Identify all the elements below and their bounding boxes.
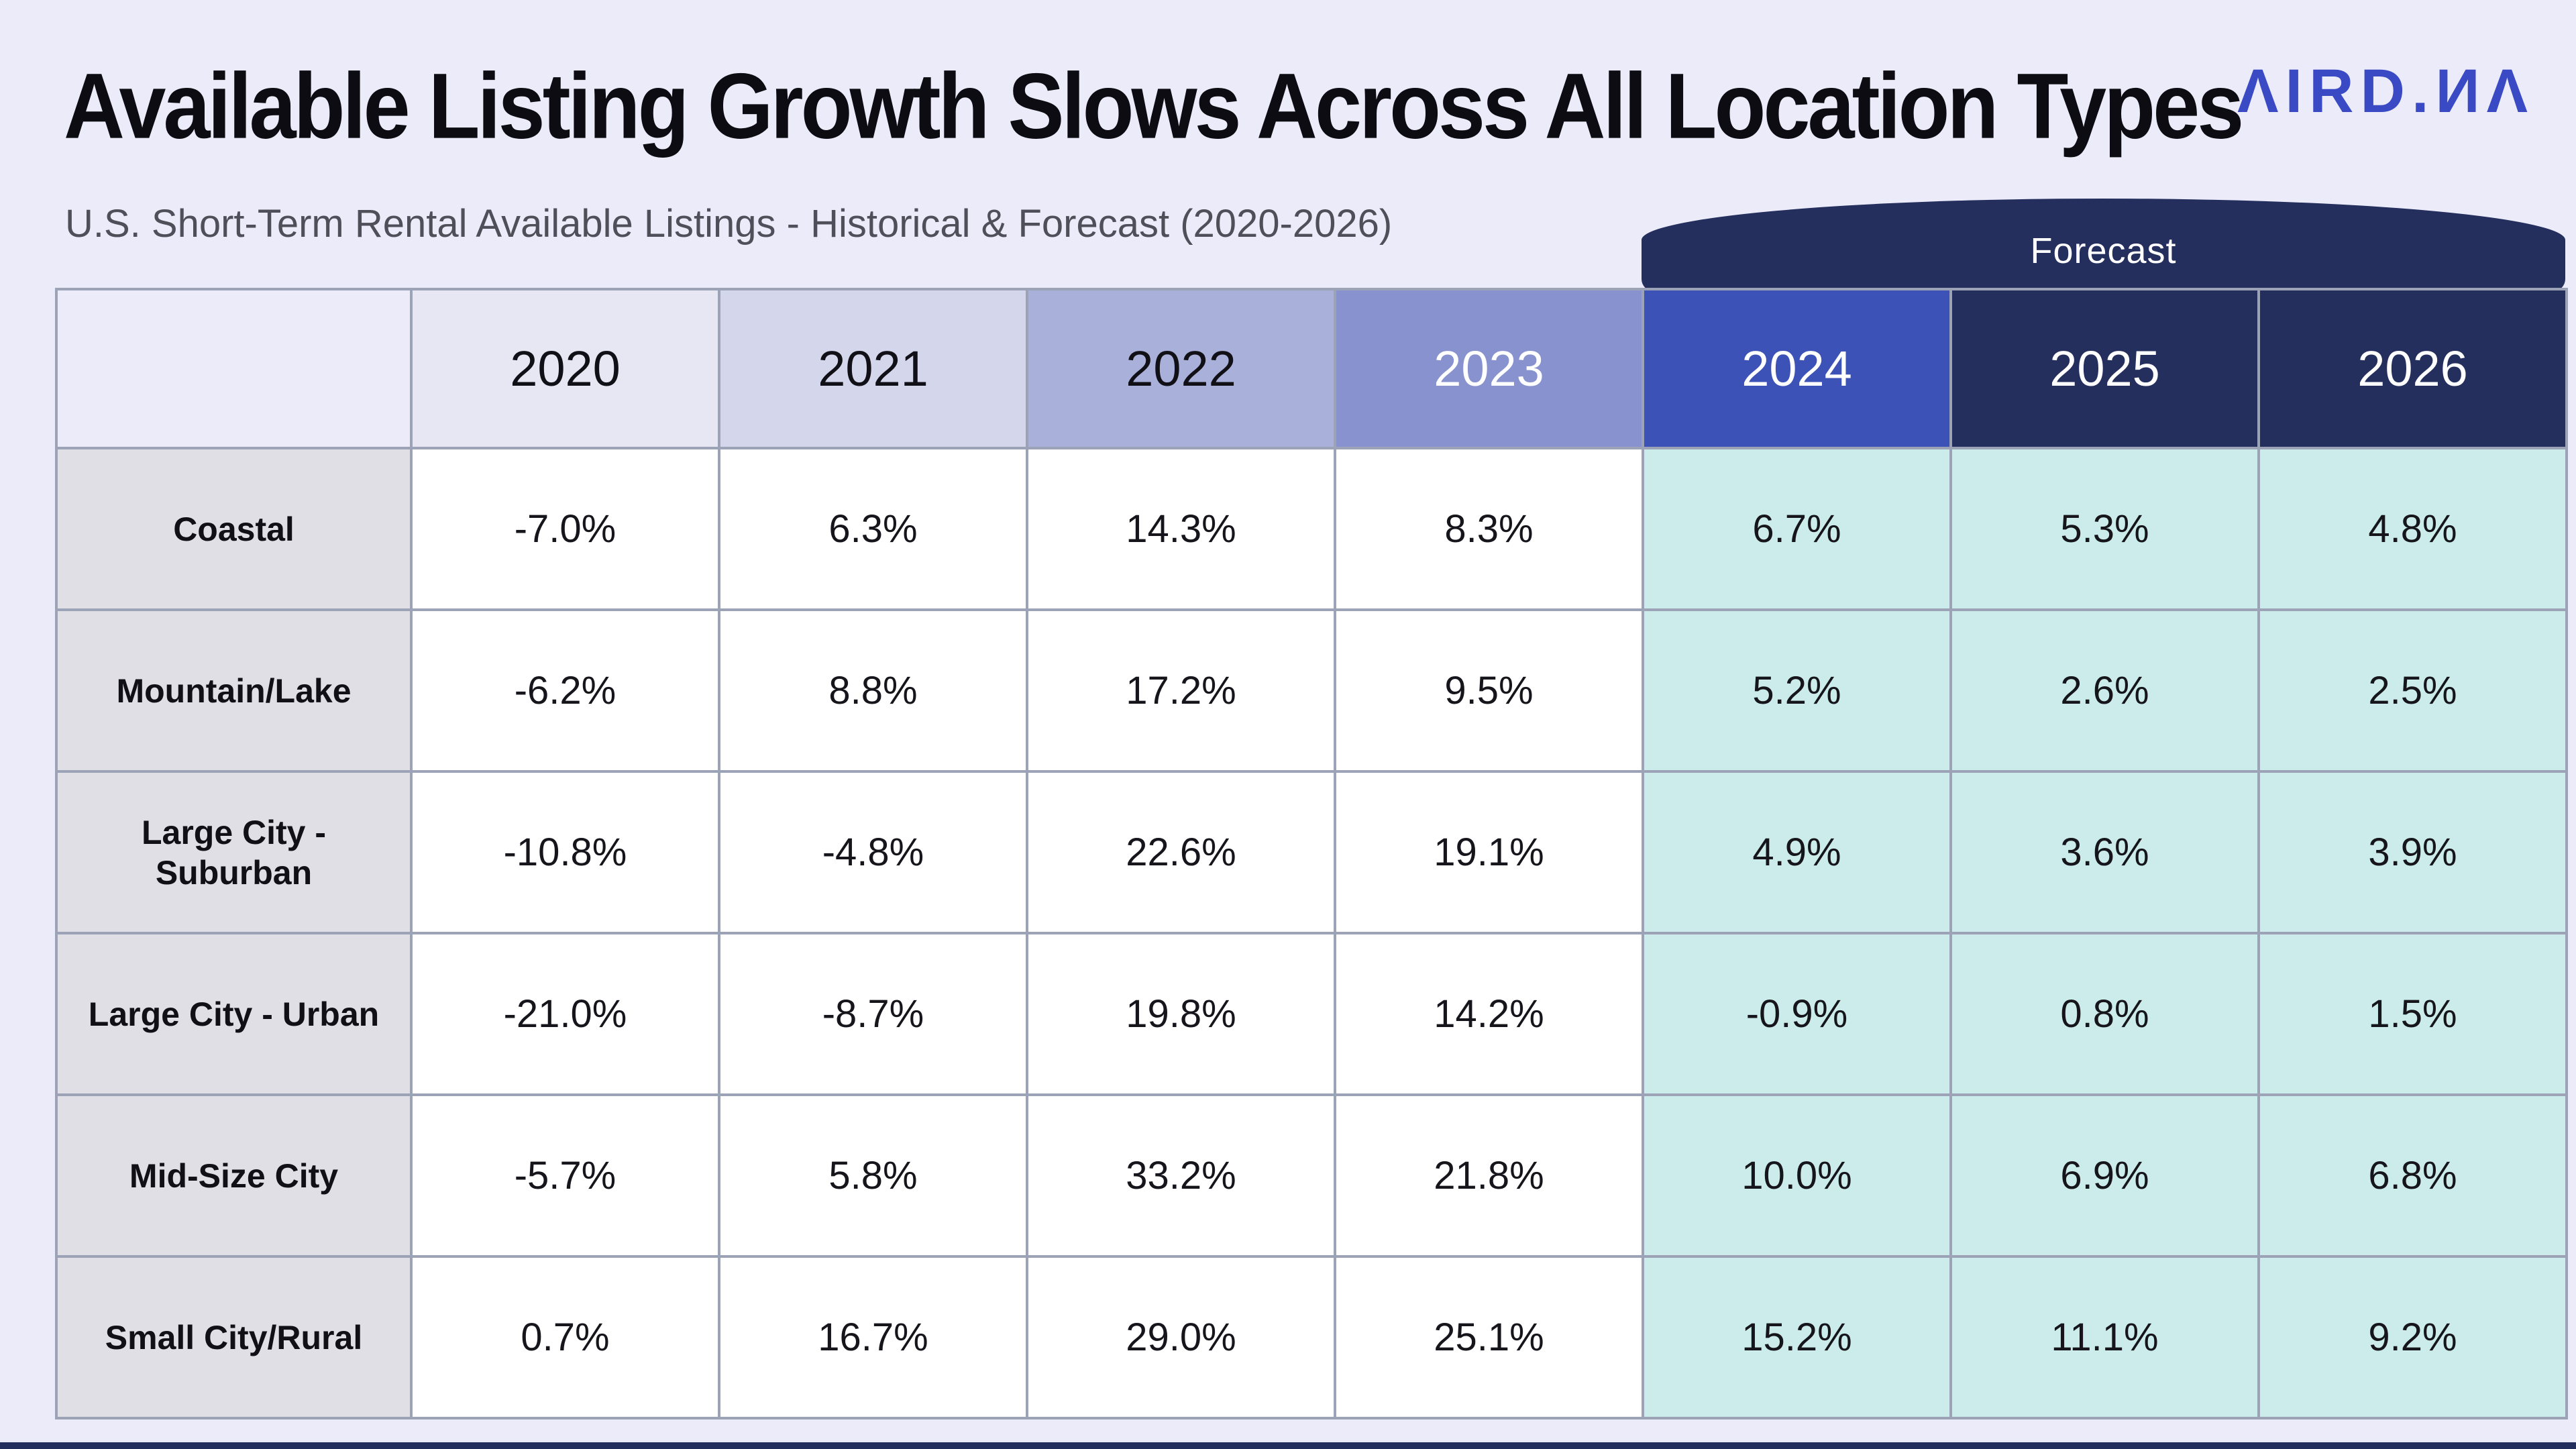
table-row: Large City - Urban -21.0% -8.7% 19.8% 14.2% -… (55, 932, 2568, 1096)
year-header-2021: 2021 (718, 288, 1028, 449)
value-cell: 6.7% (1642, 447, 1952, 611)
row-label: Mountain/Lake (55, 608, 413, 773)
value-cell: 5.8% (718, 1093, 1028, 1258)
page-title: Available Listing Growth Slows Across Al… (64, 54, 2244, 158)
row-label: Large City - Suburban (55, 770, 413, 934)
table-row: Small City/Rural 0.7% 16.7% 29.0% 25.1% 15.2%… (55, 1255, 2568, 1419)
value-cell: 11.1% (1949, 1255, 2260, 1419)
year-header-2023: 2023 (1334, 288, 1644, 449)
value-cell: -4.8% (718, 770, 1028, 934)
value-cell: 6.3% (718, 447, 1028, 611)
value-cell: 10.0% (1642, 1093, 1952, 1258)
corner-spacer (55, 288, 413, 449)
value-cell: -10.8% (410, 770, 720, 934)
value-cell: 22.6% (1026, 770, 1336, 934)
value-cell: 19.8% (1026, 932, 1336, 1096)
value-cell: -5.7% (410, 1093, 720, 1258)
value-cell: -21.0% (410, 932, 720, 1096)
value-cell: 33.2% (1026, 1093, 1336, 1258)
value-cell: -8.7% (718, 932, 1028, 1096)
value-cell: 5.3% (1949, 447, 2260, 611)
value-cell: -7.0% (410, 447, 720, 611)
row-label: Coastal (55, 447, 413, 611)
value-cell: 2.5% (2257, 608, 2568, 773)
row-label: Mid-Size City (55, 1093, 413, 1258)
value-cell: 4.9% (1642, 770, 1952, 934)
value-cell: 5.2% (1642, 608, 1952, 773)
value-cell: 3.6% (1949, 770, 2260, 934)
value-cell: -0.9% (1642, 932, 1952, 1096)
year-header-2022: 2022 (1026, 288, 1336, 449)
value-cell: 14.3% (1026, 447, 1336, 611)
value-cell: -6.2% (410, 608, 720, 773)
value-cell: 17.2% (1026, 608, 1336, 773)
value-cell: 21.8% (1334, 1093, 1644, 1258)
row-label: Large City - Urban (55, 932, 413, 1096)
listing-growth-table: 2020 2021 2022 2023 2024 2025 2026 Coastal -7.0… (55, 288, 2568, 1419)
value-cell: 9.2% (2257, 1255, 2568, 1419)
page-subtitle: U.S. Short-Term Rental Available Listing… (65, 202, 1393, 246)
year-header-row: 2020 2021 2022 2023 2024 2025 2026 (55, 288, 2568, 449)
value-cell: 2.6% (1949, 608, 2260, 773)
value-cell: 1.5% (2257, 932, 2568, 1096)
forecast-banner-label: Forecast (2030, 231, 2177, 271)
value-cell: 3.9% (2257, 770, 2568, 934)
table-row: Mountain/Lake -6.2% 8.8% 17.2% 9.5% 5.2% 2.6% 2… (55, 608, 2568, 773)
year-header-2024: 2024 (1642, 288, 1952, 449)
row-label: Small City/Rural (55, 1255, 413, 1419)
value-cell: 8.8% (718, 608, 1028, 773)
value-cell: 25.1% (1334, 1255, 1644, 1419)
year-header-2020: 2020 (410, 288, 720, 449)
value-cell: 19.1% (1334, 770, 1644, 934)
value-cell: 6.8% (2257, 1093, 2568, 1258)
table-row: Coastal -7.0% 6.3% 14.3% 8.3% 6.7% 5.3% 4.8% (55, 447, 2568, 611)
value-cell: 4.8% (2257, 447, 2568, 611)
value-cell: 6.9% (1949, 1093, 2260, 1258)
year-header-2026: 2026 (2257, 288, 2568, 449)
value-cell: 9.5% (1334, 608, 1644, 773)
value-cell: 14.2% (1334, 932, 1644, 1096)
value-cell: 8.3% (1334, 447, 1644, 611)
table-row: Mid-Size City -5.7% 5.8% 33.2% 21.8% 10.0% 6.9… (55, 1093, 2568, 1258)
table-row: Large City - Suburban -10.8% -4.8% 22.6% 19.… (55, 770, 2568, 934)
value-cell: 29.0% (1026, 1255, 1336, 1419)
table-body: Coastal -7.0% 6.3% 14.3% 8.3% 6.7% 5.3% 4.8% Mou… (55, 447, 2568, 1419)
year-header-2025: 2025 (1949, 288, 2260, 449)
airdna-logo: ΛIRD.ИΛ (2237, 57, 2534, 125)
value-cell: 15.2% (1642, 1255, 1952, 1419)
value-cell: 0.8% (1949, 932, 2260, 1096)
forecast-banner: Forecast (1642, 199, 2565, 291)
footer-accent-bar (0, 1442, 2576, 1449)
value-cell: 0.7% (410, 1255, 720, 1419)
value-cell: 16.7% (718, 1255, 1028, 1419)
